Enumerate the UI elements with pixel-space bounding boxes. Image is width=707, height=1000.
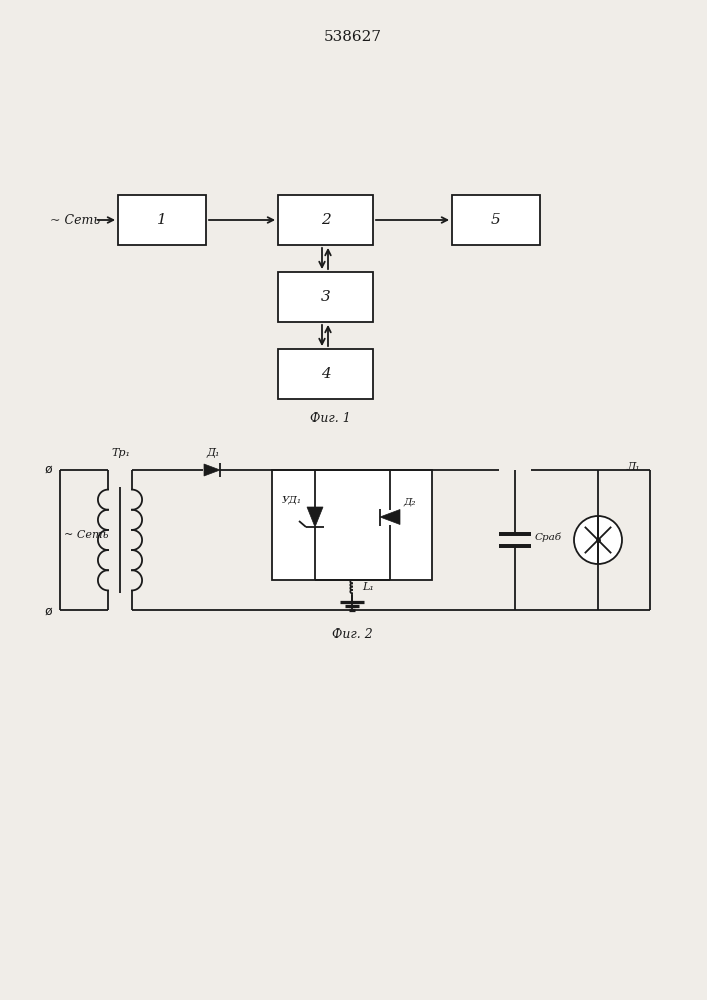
Text: Сраб: Сраб xyxy=(535,532,562,542)
Bar xyxy=(278,272,373,322)
Text: 4: 4 xyxy=(321,367,330,381)
Text: L₁: L₁ xyxy=(362,582,374,592)
Text: Фиг. 2: Фиг. 2 xyxy=(332,628,373,641)
Bar xyxy=(278,349,373,399)
Polygon shape xyxy=(380,510,400,524)
Text: Тр₁: Тр₁ xyxy=(112,448,131,458)
Circle shape xyxy=(574,516,622,564)
Text: 2: 2 xyxy=(321,213,330,227)
Text: Д₂: Д₂ xyxy=(403,498,416,507)
Polygon shape xyxy=(204,464,220,476)
Text: Фиг. 1: Фиг. 1 xyxy=(310,412,351,425)
Text: ~ Сеть: ~ Сеть xyxy=(64,530,108,540)
Text: УД₁: УД₁ xyxy=(282,496,302,505)
Bar xyxy=(118,195,206,245)
Text: ~ Сеть: ~ Сеть xyxy=(50,214,100,227)
Text: ø: ø xyxy=(45,462,52,476)
Bar xyxy=(278,195,373,245)
Polygon shape xyxy=(307,507,323,527)
Bar xyxy=(272,470,432,580)
Text: ø: ø xyxy=(45,604,52,617)
Text: 538627: 538627 xyxy=(324,30,382,44)
Text: 3: 3 xyxy=(321,290,330,304)
Bar xyxy=(452,195,540,245)
Text: Л₁: Л₁ xyxy=(626,462,640,472)
Text: 1: 1 xyxy=(157,213,167,227)
Text: 5: 5 xyxy=(491,213,501,227)
Text: Д₁: Д₁ xyxy=(206,448,220,458)
